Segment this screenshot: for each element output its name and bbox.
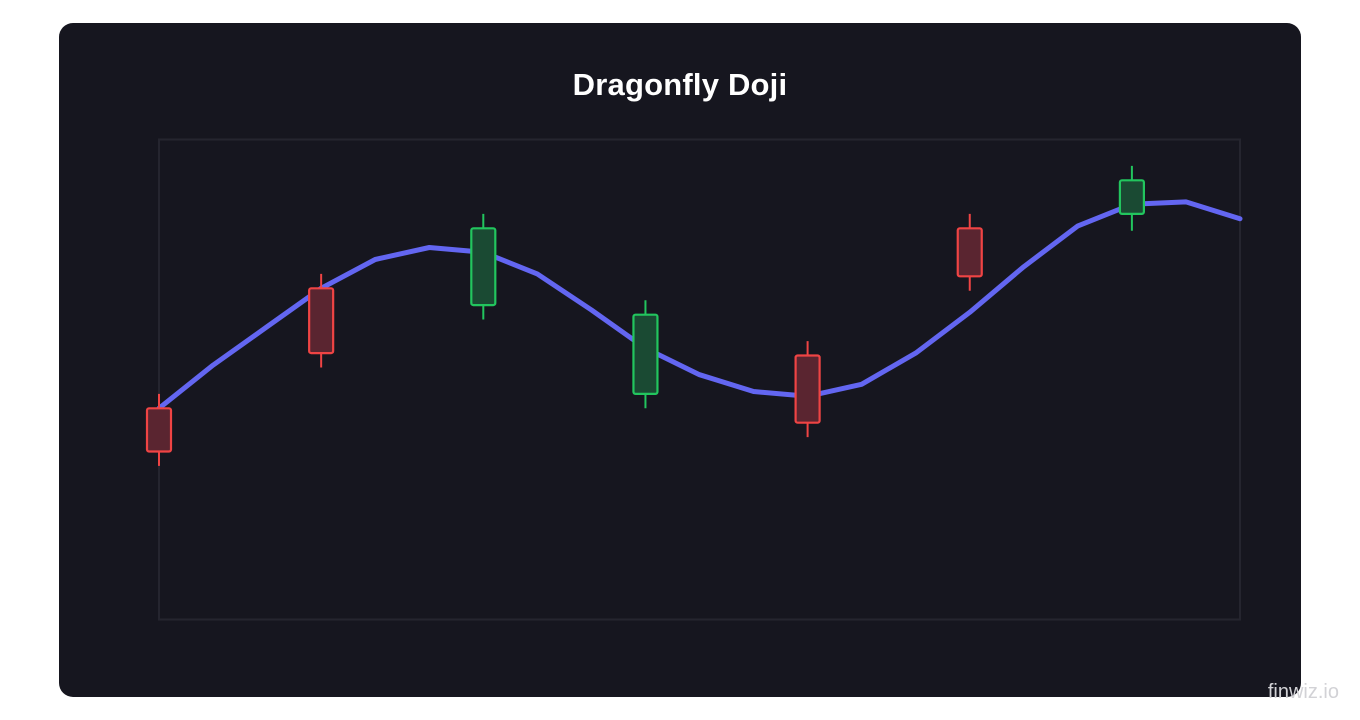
candle-4 xyxy=(794,341,821,438)
candle-body xyxy=(308,287,335,355)
candle-body xyxy=(145,407,173,453)
watermark: finwiz.io xyxy=(1267,681,1339,703)
candle-1 xyxy=(308,273,335,368)
candle-0 xyxy=(145,393,173,466)
plot-frame xyxy=(158,138,1241,621)
chart-title: Dragonfly Doji xyxy=(572,67,788,102)
candle-body xyxy=(794,354,821,424)
candle-body xyxy=(632,313,659,396)
trend-line-layer xyxy=(156,199,1243,411)
candle-6 xyxy=(1118,165,1146,231)
candle-3 xyxy=(632,300,659,409)
candle-body xyxy=(470,227,497,307)
candle-2 xyxy=(470,213,497,320)
candles-layer xyxy=(145,165,1146,466)
chart-card: Dragonfly Doji xyxy=(59,23,1301,697)
candle-5 xyxy=(956,213,983,291)
chart-svg xyxy=(145,138,1243,621)
candle-body xyxy=(1118,179,1146,216)
trend-line xyxy=(156,199,1243,411)
candle-body xyxy=(956,227,983,278)
